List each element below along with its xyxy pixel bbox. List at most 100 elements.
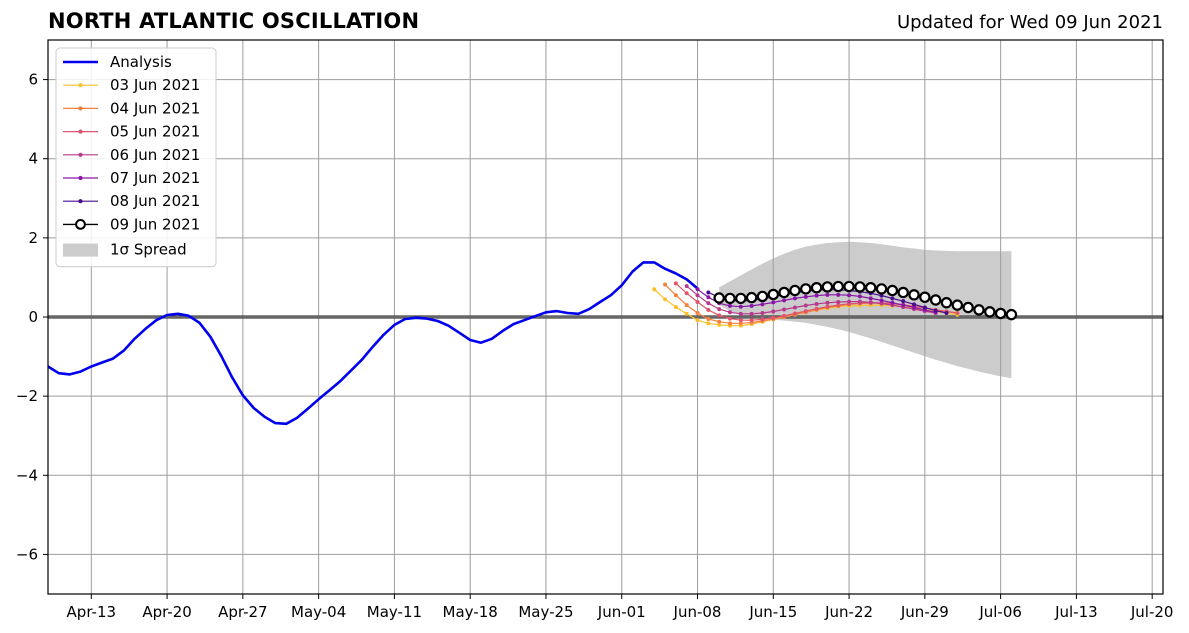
forecast-point [738,311,743,316]
forecast-point [760,302,765,307]
forecast-point [735,292,747,305]
forecast-point [717,313,722,318]
forecast-point [803,309,808,314]
forecast-point [673,293,678,298]
forecast-point [663,297,668,302]
forecast-point [673,281,678,286]
forecast-point [717,319,722,324]
forecast-point [955,311,960,316]
forecast-point [933,308,938,313]
forecast-point [803,294,808,299]
series-layer [47,261,1018,426]
forecast-point [778,286,790,299]
forecast-point [792,305,797,310]
forecast-point [847,299,852,304]
forecast-point [663,282,668,287]
forecast-point [767,288,779,301]
y-tick-label: 6 [28,71,38,89]
forecast-point [814,293,819,298]
forecast-point [727,310,732,315]
legend-label: 1σ Spread [110,241,187,259]
forecast-point [738,318,743,323]
forecast-point [984,306,996,318]
forecast-point [803,303,808,308]
updated-date: Updated for Wed 09 Jun 2021 [896,12,1163,33]
forecast-point [673,305,678,310]
forecast-point [792,311,797,316]
forecast-point [951,299,964,311]
y-tick-label: −6 [16,545,38,563]
forecast-point [901,303,906,308]
forecast-point [994,307,1007,320]
legend-label: 08 Jun 2021 [110,192,200,210]
x-tick-label: Jun-08 [673,603,722,621]
forecast-point [800,283,812,295]
forecast-point [810,282,823,294]
legend-marker [78,152,83,157]
forecast-point [836,299,841,304]
x-tick-label: Jul-06 [978,603,1022,621]
legend-swatch [63,243,98,257]
forecast-point [695,299,700,304]
legend: Analysis 03 Jun 2021 04 Jun 2021 05 Jun 202… [55,47,217,268]
forecast-point [875,283,888,295]
forecast-point [832,280,844,293]
forecast-point [814,306,819,311]
spread-band [719,241,1012,379]
forecast-point [782,313,787,318]
forecast-point [789,284,801,297]
forecast-point [695,287,700,292]
forecast-point [973,304,985,316]
forecast-point [760,317,765,322]
forecast-point [695,318,700,323]
forecast-point [836,292,841,297]
analysis-line [47,261,699,426]
forecast-point [782,298,787,303]
forecast-point [890,300,895,305]
forecast-point [792,296,797,301]
forecast-point [749,311,754,316]
x-tick-label: Jul-20 [1130,603,1174,621]
forecast-point [706,307,711,312]
x-tick-label: Jun-15 [748,603,797,621]
legend-label: 06 Jun 2021 [110,146,200,164]
x-tick-label: May-04 [291,603,346,621]
forecast-point [749,303,754,308]
legend-label: 03 Jun 2021 [110,76,200,94]
forecast-point [825,304,830,309]
x-tick-label: May-11 [367,603,422,621]
forecast-point [868,300,873,305]
y-tick-label: −2 [16,387,38,405]
forecast-point [706,321,711,326]
x-tick-label: May-18 [443,603,498,621]
forecast-point [857,294,862,299]
forecast-point [782,307,787,312]
spread-layer [719,241,1012,379]
forecast-point [908,289,920,301]
legend-marker [78,175,83,181]
forecast-point [727,303,732,308]
legend-marker [75,219,86,230]
forecast-point [760,311,765,316]
y-tick-label: 4 [28,150,38,168]
forecast-point [713,292,725,304]
x-tick-label: Apr-27 [218,603,268,621]
forecast-point [940,297,953,309]
forecast-point [821,281,834,293]
x-tick-label: Jun-29 [900,603,949,621]
legend-label: 09 Jun 2021 [110,215,200,233]
x-tick-label: Jun-22 [824,603,873,621]
forecast-point [825,300,830,305]
forecast-point [857,299,862,304]
forecast-point [919,291,931,303]
forecast-point [738,304,743,309]
legend-label: 04 Jun 2021 [110,99,200,117]
forecast-point [706,316,711,321]
forecast-point [890,296,895,301]
forecast-point [717,307,722,312]
legend-marker [78,106,83,111]
y-tick-label: 0 [28,308,38,326]
forecast-point [706,290,711,295]
forecast-point [865,282,877,294]
forecast-point [706,295,711,300]
